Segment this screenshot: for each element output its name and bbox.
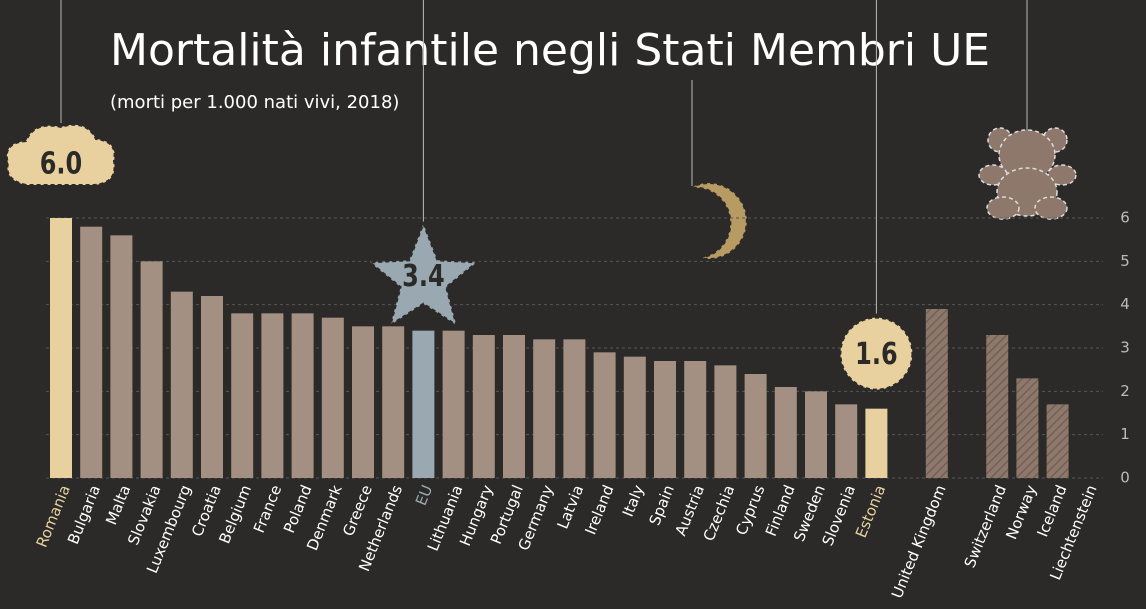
bar <box>261 313 284 478</box>
bar <box>503 335 525 478</box>
bar <box>774 387 797 478</box>
bar <box>654 361 676 478</box>
bar <box>1046 404 1069 478</box>
value-label: 1.6 <box>855 337 898 371</box>
value-label: 3.4 <box>402 259 445 293</box>
bar <box>714 365 737 478</box>
bar <box>533 339 556 478</box>
bar <box>140 261 163 478</box>
bar <box>352 326 374 478</box>
badge <box>839 316 914 391</box>
value-label: 6.0 <box>40 147 83 181</box>
y-tick-label: 2 <box>1120 382 1130 400</box>
bar <box>80 226 103 478</box>
bar <box>321 317 344 478</box>
cloud <box>5 123 116 186</box>
bar <box>442 330 465 478</box>
bar <box>865 408 888 478</box>
bar <box>593 352 616 478</box>
chart-subtitle: (morti per 1.000 nati vivi, 2018) <box>110 92 399 113</box>
bar <box>170 291 193 478</box>
bar <box>1016 378 1039 478</box>
y-tick-label: 6 <box>1120 209 1130 227</box>
y-tick-label: 1 <box>1120 425 1130 443</box>
bar <box>201 296 223 478</box>
teddy <box>978 127 1077 220</box>
y-tick-label: 3 <box>1120 339 1130 357</box>
bar <box>805 391 827 478</box>
chart-title: Mortalità infantile negli Stati Membri U… <box>110 25 990 76</box>
y-tick-label: 4 <box>1120 295 1130 313</box>
bar <box>382 326 405 478</box>
y-tick-label: 5 <box>1120 252 1130 270</box>
bar <box>110 235 133 478</box>
bar <box>835 404 858 478</box>
bar <box>684 361 707 478</box>
bar <box>925 309 948 478</box>
moon <box>689 182 748 261</box>
bar <box>231 313 254 478</box>
bar <box>50 218 72 478</box>
bar <box>744 374 767 478</box>
bar <box>623 356 646 478</box>
bar <box>412 330 435 478</box>
bar <box>563 339 586 478</box>
bar <box>472 335 495 478</box>
star <box>367 220 480 328</box>
bar <box>986 335 1009 478</box>
y-tick-label: 0 <box>1120 469 1130 487</box>
bar <box>291 313 314 478</box>
